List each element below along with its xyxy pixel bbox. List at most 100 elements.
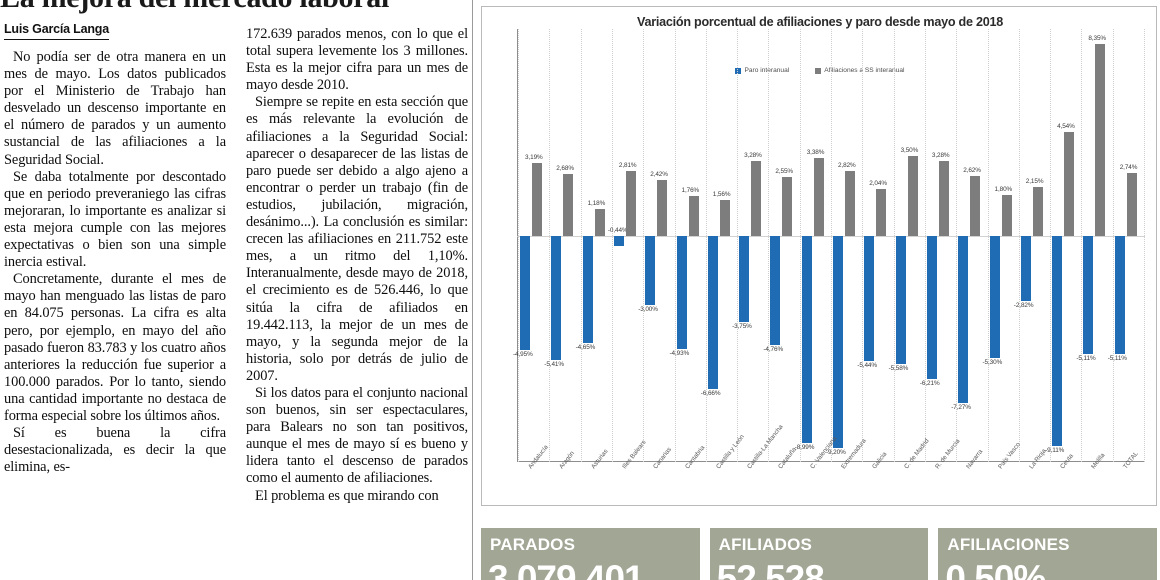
- bar-group: -5,58% 3,50%: [889, 25, 925, 462]
- bar-label-paro: -4,95%: [513, 350, 533, 358]
- bar-label-paro: -8,99%: [794, 443, 815, 451]
- article-body: Luis García Langa No podía ser de otra m…: [0, 0, 472, 580]
- bar-group: -5,11% 2,74%: [1108, 25, 1144, 462]
- bar-group: -2,82% 2,15%: [1014, 25, 1050, 462]
- bar-label-paro: -5,11%: [1076, 354, 1096, 362]
- bar-group: -3,00% 2,42%: [638, 25, 674, 462]
- bar-afiliaciones: [1095, 43, 1106, 236]
- bar-label-paro: -4,76%: [763, 346, 784, 354]
- bar-paro: [801, 236, 812, 443]
- stat-box-label: AFILIACIONES: [947, 535, 1070, 554]
- bar-paro: [676, 236, 687, 350]
- gridline: [1144, 29, 1145, 462]
- bar-label-paro: -5,11%: [1107, 354, 1127, 362]
- bar-afiliaciones: [782, 177, 793, 236]
- bar-group: -4,93% 1,76%: [670, 25, 706, 462]
- stat-box: AFILIADOS 52.528: [709, 528, 929, 580]
- bar-label-paro: -4,65%: [575, 343, 596, 351]
- bar-paro: [707, 236, 718, 390]
- bar-label-paro: -3,75%: [732, 323, 752, 331]
- y-axis-line: [517, 29, 519, 462]
- bar-group: -4,76% 2,55%: [763, 25, 799, 462]
- column-2-clipped-line: [246, 14, 468, 26]
- bar-paro: [1052, 236, 1063, 446]
- bar-group: -6,21% 3,28%: [920, 25, 956, 462]
- bar-label-afiliaciones: 1,56%: [712, 191, 731, 199]
- bar-label-afiliaciones: 2,04%: [869, 180, 887, 188]
- bar-label-afiliaciones: 8,35%: [1088, 34, 1107, 42]
- bar-afiliaciones: [657, 180, 668, 236]
- bar-group: -0,44% 2,81%: [608, 25, 643, 462]
- gridline: [831, 29, 832, 462]
- chart-title: Variación porcentual de afiliaciones y p…: [637, 15, 1003, 29]
- bar-paro: [958, 236, 969, 404]
- chart-panel: Variación porcentual de afiliaciones y p…: [481, 6, 1157, 506]
- bar-label-afiliaciones: 2,55%: [775, 168, 794, 176]
- bar-label-paro: -5,30%: [982, 358, 1003, 366]
- headline-remnant: La mejora del mercado laboral: [0, 0, 470, 14]
- bar-paro: [926, 236, 937, 379]
- article-column-1: Luis García Langa No podía ser de otra m…: [4, 14, 226, 580]
- bar-afiliaciones: [845, 171, 855, 236]
- bar-paro: [520, 236, 530, 350]
- gridline: [518, 29, 519, 462]
- legend-swatch-paro-icon: [735, 67, 742, 74]
- bar-paro: [864, 236, 875, 362]
- paragraph: No podía ser de otra manera en un mes de…: [4, 49, 226, 168]
- bar-paro: [613, 236, 624, 247]
- bar-label-paro: -9,20%: [826, 448, 846, 456]
- bar-afiliaciones: [625, 171, 636, 236]
- bar-group: -9,20% 2,82%: [826, 25, 862, 462]
- bar-group: -5,41% 2,68%: [544, 25, 580, 462]
- paragraph: 172.639 parados menos, con lo que el tot…: [246, 26, 468, 94]
- bar-label-paro: -6,21%: [919, 379, 940, 387]
- bar-label-afiliaciones: 2,68%: [556, 165, 574, 173]
- bar-label-afiliaciones: 2,62%: [963, 166, 981, 174]
- paragraph: Si los datos para el conjunto nacional s…: [246, 384, 468, 487]
- bar-group: -4,65% 1,18%: [576, 25, 612, 462]
- bar-paro: [739, 236, 750, 323]
- bar-label-paro: -4,93%: [669, 350, 690, 358]
- bar-group: -7,27% 2,62%: [951, 25, 987, 462]
- gridline: [768, 29, 770, 462]
- stat-box-label: PARADOS: [490, 535, 576, 554]
- bar-afiliaciones: [1064, 131, 1075, 236]
- bar-label-afiliaciones: 2,81%: [618, 162, 637, 170]
- bar-afiliaciones: [719, 200, 730, 236]
- bar-label-paro: -5,41%: [544, 361, 564, 369]
- bar-label-paro: -7,27%: [951, 404, 971, 412]
- gridline: [549, 29, 551, 462]
- gridline: [1050, 29, 1052, 462]
- bar-label-afiliaciones: 1,76%: [681, 186, 700, 194]
- stat-box-label: AFILIADOS: [718, 535, 813, 554]
- bar-group: -6,66% 1,56%: [701, 25, 737, 462]
- gridline: [799, 29, 801, 462]
- bar-group: -9,11% 4,54%: [1045, 25, 1081, 462]
- bar-afiliaciones: [1126, 172, 1137, 236]
- bar-paro: [645, 236, 656, 305]
- category-axis-labels: Andalucía Aragón Asturias Illes Balears Cana…: [518, 424, 1144, 524]
- column-divider-rule: [472, 0, 473, 580]
- bar-afiliaciones: [563, 174, 574, 236]
- bar-label-afiliaciones: 2,15%: [1025, 177, 1044, 185]
- stat-box-value: 0,50%: [945, 558, 1046, 580]
- stat-box-value: 52.528: [716, 558, 825, 580]
- bar-paro: [989, 236, 1000, 358]
- bar-label-afiliaciones: 2,82%: [838, 162, 856, 170]
- bar-paro: [833, 236, 843, 448]
- bar-group: -4,95% 3,19%: [513, 25, 549, 462]
- gridline: [705, 29, 707, 462]
- legend-swatch-afiliaciones-icon: [815, 67, 822, 74]
- bar-label-afiliaciones: 3,38%: [806, 149, 825, 157]
- gridline: [643, 29, 645, 462]
- paragraph: Sí es buena la cifra desestacionalizada,…: [4, 425, 226, 476]
- bar-label-paro: -0,44%: [607, 227, 628, 234]
- gridline: [956, 29, 958, 462]
- bar-label-afiliaciones: 3,50%: [900, 146, 919, 154]
- bar-paro: [1114, 236, 1125, 354]
- bar-paro: [1020, 236, 1031, 301]
- bar-afiliaciones: [751, 160, 762, 236]
- bar-label-paro: -5,44%: [857, 362, 877, 370]
- bar-afiliaciones: [970, 175, 981, 236]
- gridline: [1081, 29, 1083, 462]
